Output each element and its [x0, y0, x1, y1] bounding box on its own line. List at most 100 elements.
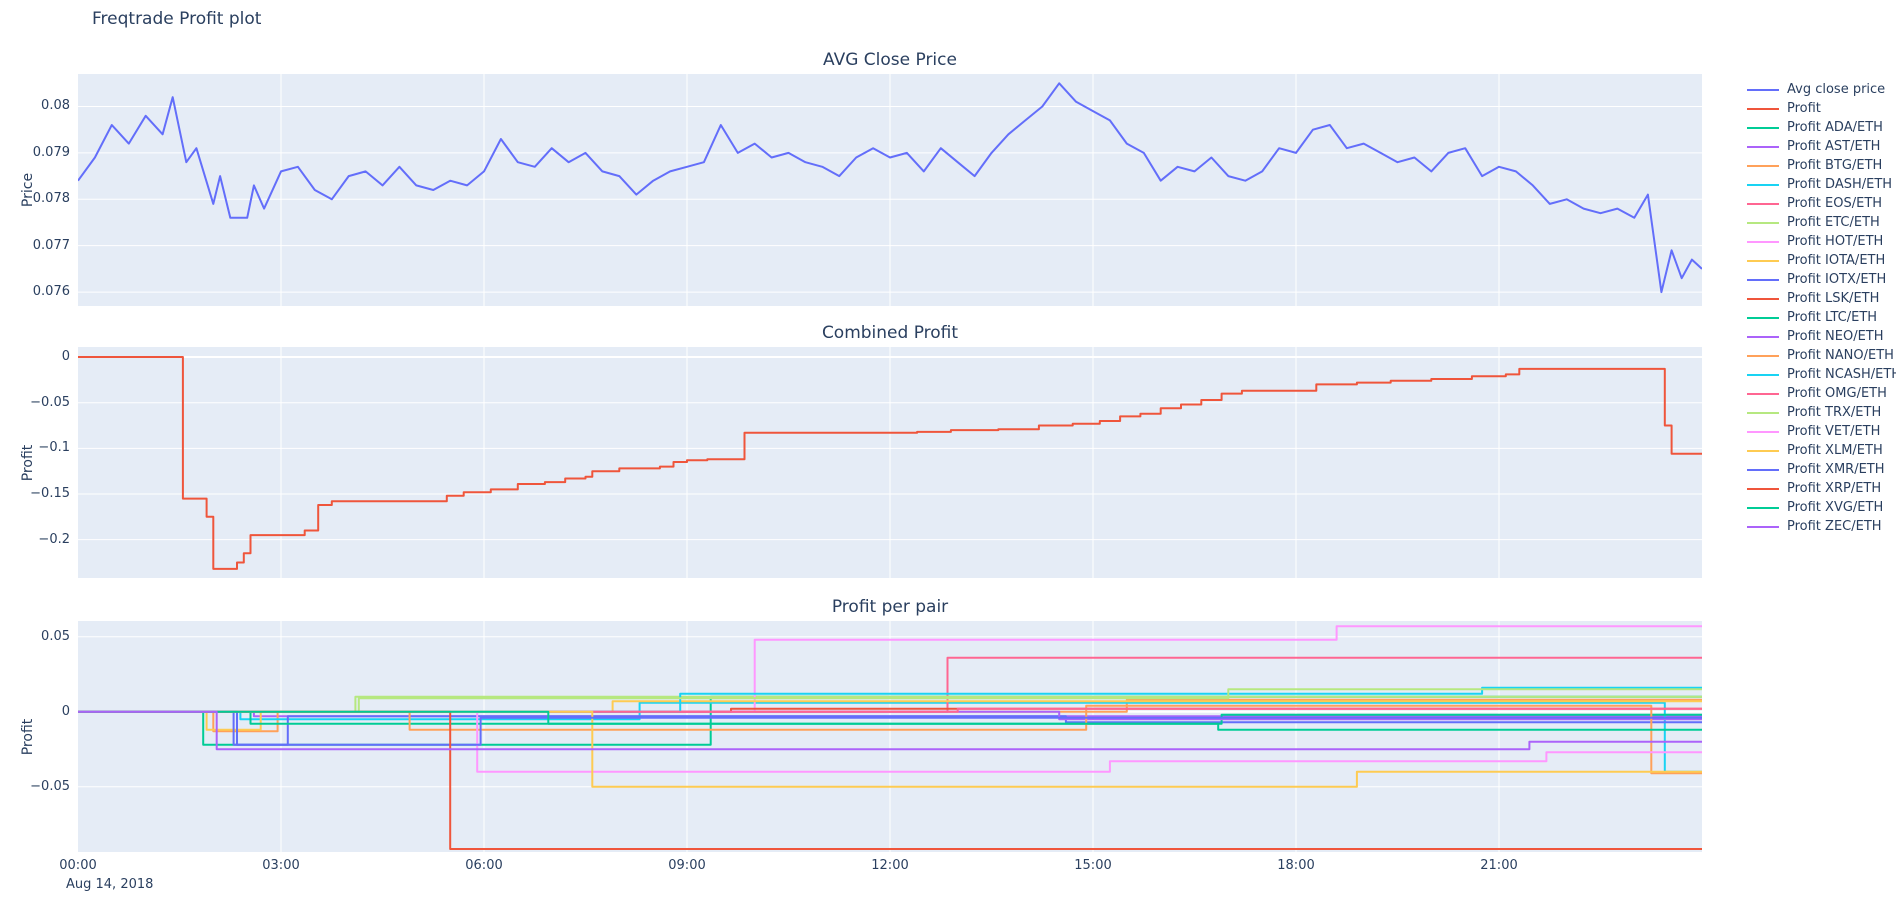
legend-item-label: Profit XLM/ETH	[1787, 443, 1883, 458]
plot-area-profit-per-pair[interactable]	[78, 621, 1702, 852]
legend-item-profit-eos-eth[interactable]: Profit EOS/ETH	[1747, 194, 1896, 213]
legend-item-profit-ncash-eth[interactable]: Profit NCASH/ETH	[1747, 365, 1896, 384]
legend-item-label: Profit NANO/ETH	[1787, 348, 1894, 363]
legend-item-label: Profit OMG/ETH	[1787, 386, 1887, 401]
y-tick-label: 0.078	[32, 191, 70, 207]
subplot-title-avg-close-price: AVG Close Price	[823, 50, 957, 70]
x-tick-label: 21:00	[1480, 858, 1518, 873]
y-tick-label: 0.08	[41, 98, 70, 114]
legend-item-label: Profit XVG/ETH	[1787, 500, 1884, 515]
legend-item-label: Profit ETC/ETH	[1787, 215, 1880, 230]
legend-item-profit-iota-eth[interactable]: Profit IOTA/ETH	[1747, 251, 1896, 270]
legend-swatch-line	[1747, 164, 1779, 167]
legend-item-label: Profit IOTA/ETH	[1787, 253, 1886, 268]
y-tick-label: 0.05	[41, 628, 70, 644]
series-line-avg-close-price	[78, 82, 1702, 294]
legend-item-profit-iotx-eth[interactable]: Profit IOTX/ETH	[1747, 270, 1896, 289]
legend-swatch-line	[1747, 506, 1779, 509]
legend-item-label: Profit	[1787, 101, 1821, 116]
legend-item-profit[interactable]: Profit	[1747, 99, 1896, 118]
y-tick-label: 0.076	[32, 284, 70, 300]
legend-item-label: Profit LSK/ETH	[1787, 291, 1880, 306]
legend-swatch-line	[1747, 430, 1779, 433]
series-line-profit-iotx-eth	[78, 710, 1702, 746]
legend-item-label: Profit XMR/ETH	[1787, 462, 1885, 477]
legend-item-label: Profit VET/ETH	[1787, 424, 1881, 439]
legend-item-profit-etc-eth[interactable]: Profit ETC/ETH	[1747, 213, 1896, 232]
legend-swatch-line	[1747, 145, 1779, 148]
y-tick-label: −0.05	[30, 778, 70, 794]
legend-swatch-line	[1747, 221, 1779, 224]
x-tick-label: 15:00	[1074, 858, 1112, 873]
series-line-profit-iota-eth	[78, 700, 1702, 731]
legend-item-profit-zec-eth[interactable]: Profit ZEC/ETH	[1747, 517, 1896, 536]
legend-item-label: Profit LTC/ETH	[1787, 310, 1878, 325]
legend-item-label: Profit HOT/ETH	[1787, 234, 1884, 249]
legend-swatch-line	[1747, 392, 1779, 395]
y-tick-label: 0.079	[32, 144, 70, 160]
legend-item-label: Profit EOS/ETH	[1787, 196, 1883, 211]
y-tick-label: −0.15	[30, 486, 70, 501]
legend-item-profit-dash-eth[interactable]: Profit DASH/ETH	[1747, 175, 1896, 194]
legend-swatch-line	[1747, 335, 1779, 338]
subplot-title-combined-profit: Combined Profit	[821, 323, 959, 343]
legend-swatch-line	[1747, 183, 1779, 186]
x-tick-label: 18:00	[1277, 858, 1315, 873]
x-tick-label: 09:00	[668, 858, 706, 873]
series-line-profit-zec-eth	[78, 710, 1702, 751]
plot-area-avg-close-price[interactable]	[78, 74, 1702, 306]
legend-item-label: Profit BTG/ETH	[1787, 158, 1883, 173]
plot-area-combined-profit[interactable]	[78, 347, 1702, 578]
legend-item-profit-xrp-eth[interactable]: Profit XRP/ETH	[1747, 479, 1896, 498]
legend-item-label: Profit NCASH/ETH	[1787, 367, 1896, 382]
legend-item-label: Profit IOTX/ETH	[1787, 272, 1887, 287]
x-tick-label: 12:00	[871, 858, 909, 873]
legend: Avg close price Profit Profit ADA/ETH Profi…	[1747, 80, 1896, 536]
legend-item-profit-xlm-eth[interactable]: Profit XLM/ETH	[1747, 441, 1896, 460]
legend-swatch-line	[1747, 468, 1779, 471]
legend-swatch-line	[1747, 373, 1779, 376]
y-tick-label: −0.2	[38, 531, 70, 547]
series-line-profit-xvg-eth	[78, 710, 1702, 731]
legend-item-profit-ltc-eth[interactable]: Profit LTC/ETH	[1747, 308, 1896, 327]
legend-item-label: Profit AST/ETH	[1787, 139, 1881, 154]
legend-item-profit-neo-eth[interactable]: Profit NEO/ETH	[1747, 327, 1896, 346]
legend-item-label: Profit DASH/ETH	[1787, 177, 1893, 192]
legend-swatch-line	[1747, 487, 1779, 490]
legend-item-profit-lsk-eth[interactable]: Profit LSK/ETH	[1747, 289, 1896, 308]
series-line-profit	[78, 356, 1702, 570]
x-tick-label: 00:00	[59, 858, 97, 873]
series-line-profit-vet-eth	[78, 710, 1702, 773]
y-tick-label: −0.1	[38, 440, 70, 456]
legend-item-label: Profit ZEC/ETH	[1787, 519, 1882, 534]
legend-swatch-line	[1747, 297, 1779, 300]
legend-item-profit-vet-eth[interactable]: Profit VET/ETH	[1747, 422, 1896, 441]
legend-item-profit-ast-eth[interactable]: Profit AST/ETH	[1747, 137, 1896, 156]
legend-item-profit-xvg-eth[interactable]: Profit XVG/ETH	[1747, 498, 1896, 517]
legend-item-profit-ada-eth[interactable]: Profit ADA/ETH	[1747, 118, 1896, 137]
legend-item-profit-omg-eth[interactable]: Profit OMG/ETH	[1747, 384, 1896, 403]
figure-title: Freqtrade Profit plot	[92, 9, 262, 29]
legend-item-profit-hot-eth[interactable]: Profit HOT/ETH	[1747, 232, 1896, 251]
legend-item-label: Profit ADA/ETH	[1787, 120, 1883, 135]
legend-item-profit-xmr-eth[interactable]: Profit XMR/ETH	[1747, 460, 1896, 479]
legend-item-label: Profit TRX/ETH	[1787, 405, 1882, 420]
legend-item-profit-nano-eth[interactable]: Profit NANO/ETH	[1747, 346, 1896, 365]
legend-swatch-line	[1747, 525, 1779, 528]
legend-item-avg-close-price[interactable]: Avg close price	[1747, 80, 1896, 99]
legend-swatch-line	[1747, 126, 1779, 129]
legend-item-profit-trx-eth[interactable]: Profit TRX/ETH	[1747, 403, 1896, 422]
legend-swatch-line	[1747, 411, 1779, 414]
legend-swatch-line	[1747, 449, 1779, 452]
legend-swatch-line	[1747, 202, 1779, 205]
x-tick-label: 03:00	[262, 858, 300, 873]
y-tick-label: 0	[61, 703, 70, 719]
y-tick-label: −0.05	[30, 394, 70, 410]
y-tick-label: 0	[61, 349, 70, 365]
legend-item-profit-btg-eth[interactable]: Profit BTG/ETH	[1747, 156, 1896, 175]
legend-item-label: Avg close price	[1787, 82, 1886, 97]
legend-swatch-line	[1747, 316, 1779, 319]
legend-swatch-line	[1747, 259, 1779, 262]
legend-swatch-line	[1747, 278, 1779, 281]
